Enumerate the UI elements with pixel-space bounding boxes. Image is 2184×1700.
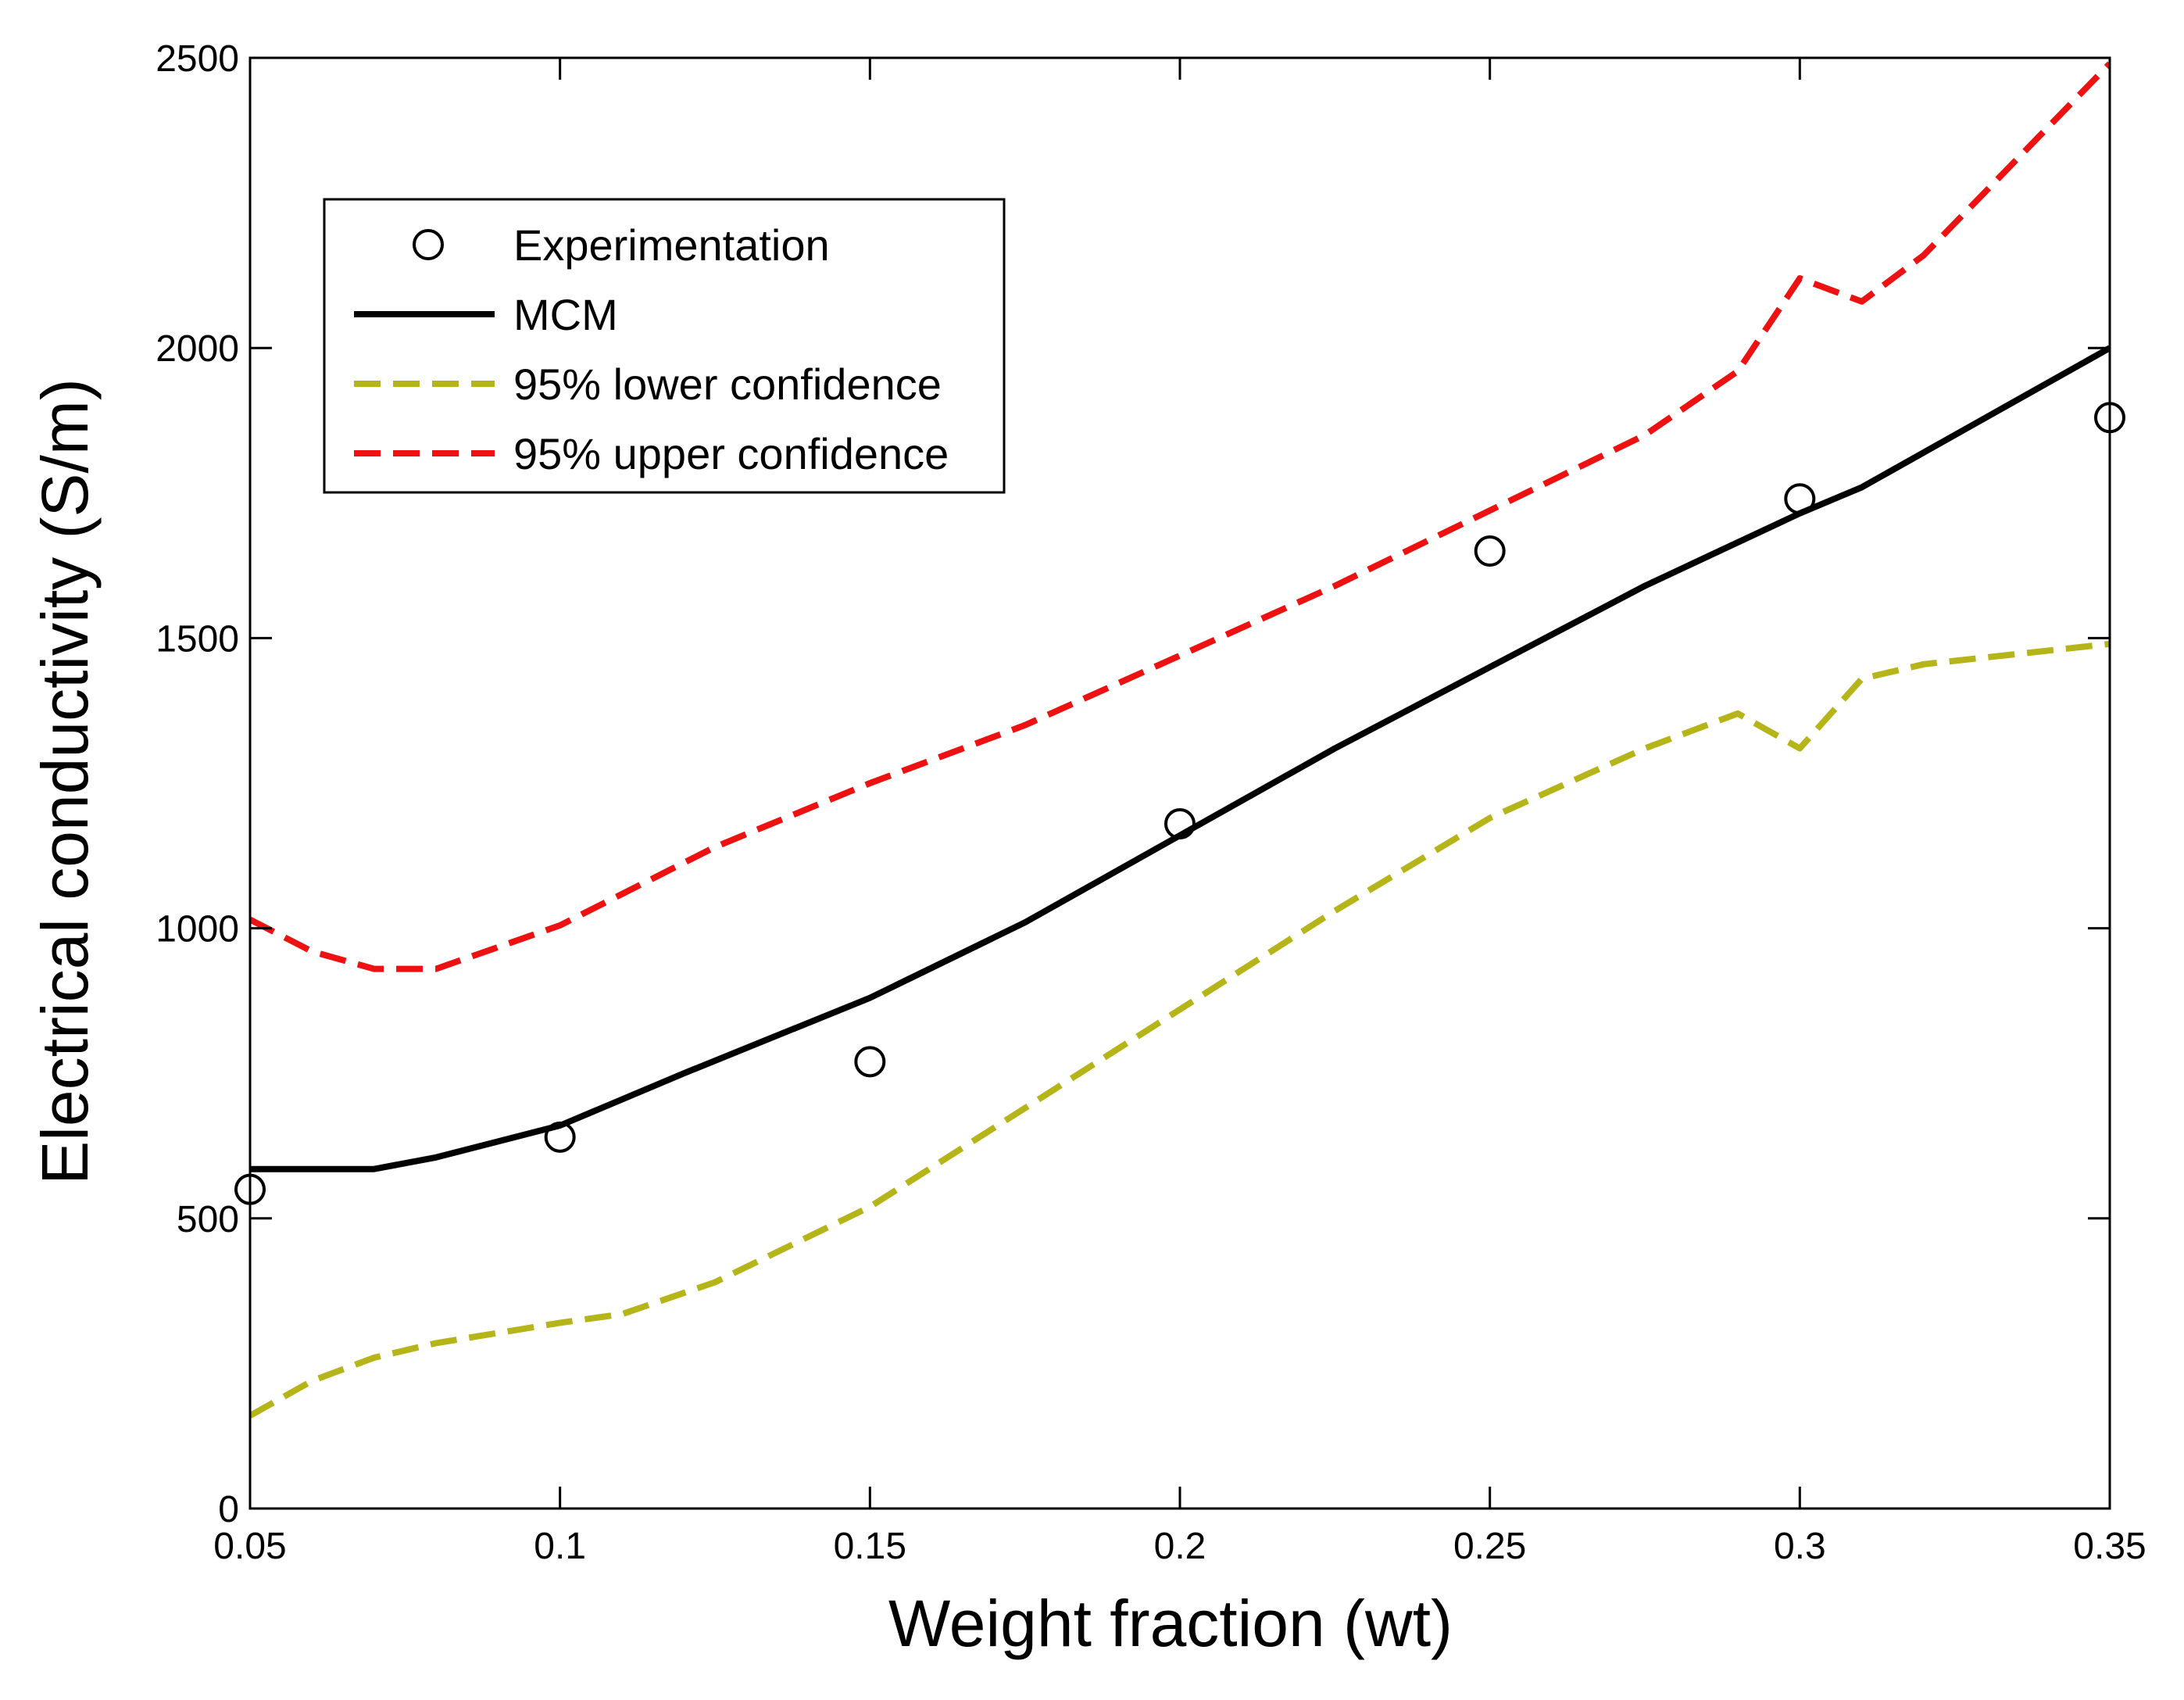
legend-label-95-upper-confidence: 95% upper confidence [513, 429, 949, 478]
x-tick-label-1: 0.1 [534, 1526, 586, 1567]
y-tick-label-1: 500 [177, 1199, 239, 1240]
y-tick-label-4: 2000 [155, 328, 239, 370]
x-tick-label-0: 0.05 [213, 1526, 286, 1567]
x-tick-label-3: 0.2 [1154, 1526, 1206, 1567]
data-point-experimentation-5 [1784, 483, 1816, 515]
series-line-mcm [250, 345, 2110, 1172]
x-axis-title: Weight fraction (wt) [888, 1587, 1453, 1660]
x-tick-label-2: 0.15 [834, 1526, 906, 1567]
y-axis-title: Electrical conductivity (S/m) [28, 378, 102, 1185]
legend-box [323, 198, 1006, 494]
legend-label-experimentation: Experimentation [513, 220, 830, 270]
x-tick-label-5: 0.3 [1774, 1526, 1826, 1567]
data-point-experimentation-4 [1474, 535, 1506, 567]
x-tick-label-6: 0.35 [2073, 1526, 2146, 1567]
legend-label-mcm: MCM [513, 290, 618, 339]
y-tick-label-5: 2500 [155, 38, 239, 80]
series-line-95-upper-confidence [250, 61, 2110, 972]
legend-swatch-experimentation [413, 229, 444, 260]
legend-label-95-lower-confidence: 95% lower confidence [513, 360, 942, 409]
data-point-experimentation-2 [854, 1046, 886, 1078]
y-tick-label-2: 1000 [155, 909, 239, 950]
data-point-experimentation-3 [1164, 807, 1196, 839]
axes: 0.05 0.1 0.15 0.2 0.25 0.3 0.35 0 500 1000 1500 200… [155, 38, 2146, 1567]
x-tick-label-4: 0.25 [1453, 1526, 1526, 1567]
data-point-experimentation-1 [544, 1121, 576, 1153]
y-tick-label-3: 1500 [155, 618, 239, 660]
y-tick-label-0: 0 [218, 1489, 239, 1530]
legend: Experimentation MCM 95% lower confidence 95… [323, 198, 1006, 494]
